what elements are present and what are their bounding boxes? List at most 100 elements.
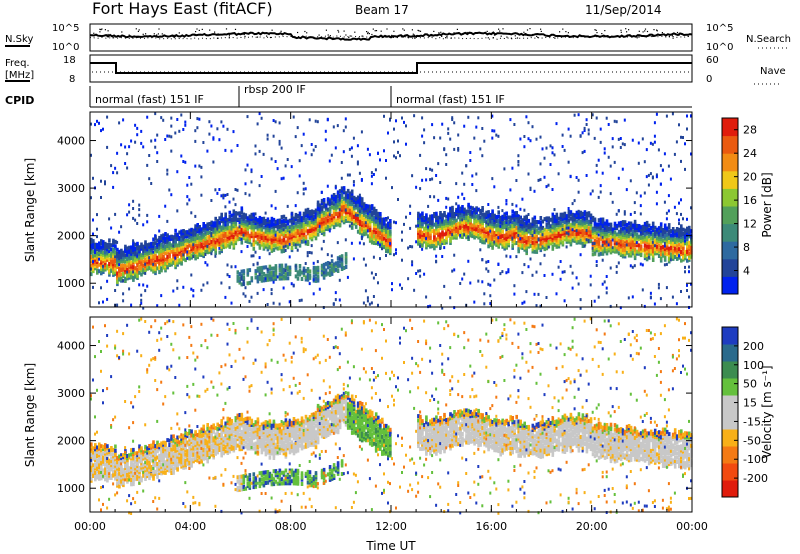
power-cell: [242, 221, 246, 226]
power-cell: [346, 201, 350, 206]
power-cell: [473, 229, 476, 234]
power-cell: [190, 211, 193, 215]
power-cell: [567, 209, 571, 214]
power-cell: [270, 244, 274, 249]
power-cell: [665, 237, 669, 242]
power-cell: [591, 189, 594, 193]
power-cell: [348, 217, 352, 222]
power-cell: [575, 215, 579, 219]
power-cell: [577, 209, 580, 213]
power-cell: [559, 260, 562, 263]
power-cell: [385, 249, 388, 254]
power-cell: [290, 231, 294, 235]
power-cell: [471, 229, 474, 234]
power-cell: [172, 241, 175, 246]
power-cell: [334, 203, 338, 208]
power-cell: [232, 130, 235, 134]
power-cell: [158, 263, 161, 268]
power-cell: [228, 225, 232, 230]
power-cell: [252, 254, 255, 258]
power-cell: [294, 265, 298, 270]
power-cell: [461, 207, 464, 212]
power-cell: [525, 240, 528, 245]
power-cell: [449, 223, 452, 228]
power-cell: [120, 253, 123, 257]
power-cell: [651, 258, 655, 262]
power-cell: [409, 245, 412, 248]
power-cell: [214, 227, 217, 232]
power-cell: [525, 242, 528, 247]
power-cell: [268, 266, 272, 271]
nsky-point: [620, 31, 622, 33]
power-cell: [320, 231, 324, 235]
power-cell: [144, 266, 147, 270]
power-cell: [92, 285, 94, 289]
power-cell: [344, 191, 348, 196]
power-cell: [368, 217, 372, 222]
power-cell: [675, 227, 679, 231]
power-cell: [421, 235, 424, 240]
power-cell: [358, 217, 362, 222]
power-cell: [631, 238, 635, 243]
power-cell: [591, 252, 595, 257]
power-cell: [659, 247, 663, 252]
power-cell: [254, 223, 258, 228]
nsky-point: [225, 28, 228, 30]
power-cell: [425, 221, 428, 225]
power-cell: [419, 232, 422, 237]
power-cell: [389, 251, 392, 256]
power-cell: [435, 174, 438, 177]
power-cell: [236, 233, 240, 237]
power-cell: [248, 299, 251, 303]
power-cell: [140, 261, 143, 266]
power-cell: [439, 232, 442, 237]
power-cell: [224, 212, 227, 217]
power-cell: [481, 280, 484, 284]
nsky-point: [194, 34, 196, 37]
power-cell: [451, 118, 454, 121]
power-cell: [340, 201, 344, 206]
power-cell: [162, 261, 165, 266]
power-cell: [575, 219, 579, 224]
power-cell: [320, 266, 324, 270]
power-cell: [136, 254, 139, 258]
power-cell: [316, 260, 319, 264]
power-cell: [260, 236, 264, 241]
power-cell: [581, 214, 585, 218]
power-cell: [220, 281, 223, 285]
power-cell: [533, 229, 536, 233]
power-cell: [118, 230, 121, 234]
power-cell: [298, 220, 302, 224]
power-cell: [118, 271, 121, 276]
power-cell: [112, 249, 115, 254]
nsky-point: [375, 30, 378, 32]
power-cell: [196, 227, 199, 232]
nsky-point: [466, 31, 468, 34]
power-cell: [453, 211, 456, 216]
nsky-point: [217, 33, 219, 35]
power-cell: [120, 276, 123, 281]
power-cell: [477, 229, 480, 233]
power-cell: [336, 205, 340, 210]
power-cell: [435, 218, 438, 223]
power-cell: [136, 243, 139, 248]
power-cell: [310, 218, 314, 222]
power-cell: [310, 209, 314, 214]
power-cell: [589, 192, 592, 196]
power-cell: [543, 227, 547, 232]
power-cell: [130, 260, 133, 265]
power-cell: [310, 213, 314, 218]
power-cell: [459, 210, 462, 215]
power-cell: [533, 245, 537, 250]
power-cell: [659, 224, 663, 229]
power-cell: [222, 225, 225, 230]
power-cell: [326, 271, 330, 276]
power-cell: [451, 220, 454, 225]
power-cell: [385, 176, 387, 180]
power-cell: [593, 245, 597, 250]
power-cell: [489, 229, 492, 233]
power-cell: [457, 147, 460, 150]
power-cell: [294, 214, 297, 218]
power-cell: [425, 224, 428, 228]
power-cell: [172, 252, 175, 257]
